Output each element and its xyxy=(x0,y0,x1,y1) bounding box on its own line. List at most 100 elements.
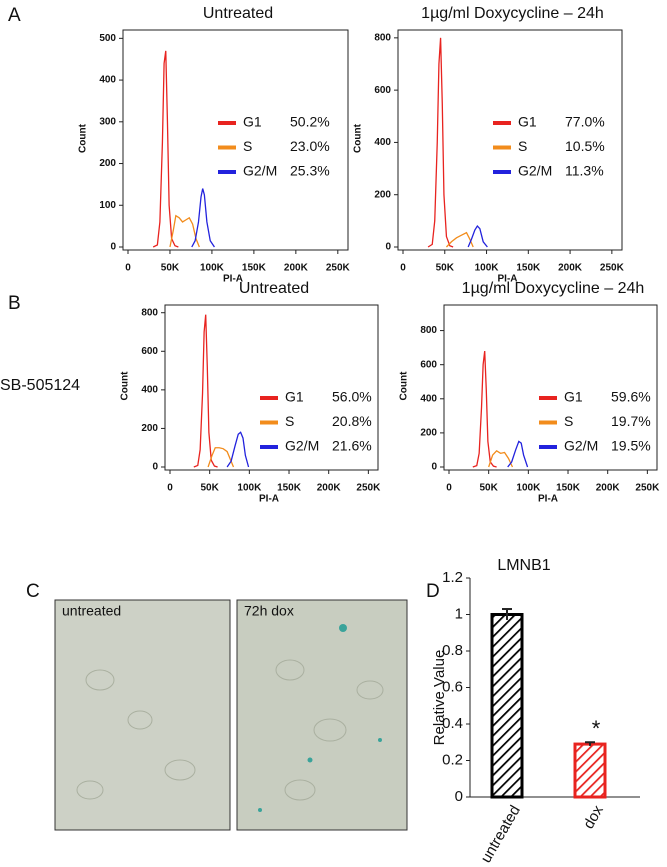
y-axis-label: Count xyxy=(78,123,89,153)
x-tick-label: 50K xyxy=(161,263,180,274)
y-tick-label: 400 xyxy=(374,137,391,148)
x-tick-label: 100K xyxy=(475,263,500,274)
chart-title: LMNB1 xyxy=(497,557,550,574)
panel-label: B xyxy=(8,293,21,314)
y-tick-label: 600 xyxy=(374,85,391,96)
y-axis-label: Count xyxy=(120,371,131,401)
legend-stat: 20.8% xyxy=(332,413,372,429)
x-tick-label: 0 xyxy=(446,483,452,494)
x-axis-label: PI-A xyxy=(538,494,558,505)
legend-label: G1 xyxy=(285,389,304,405)
legend-label: S xyxy=(243,138,252,154)
chart-title: 1µg/ml Doxycycline – 24h xyxy=(421,5,604,22)
x-tick-label: 150K xyxy=(277,483,302,494)
legend-stat: 11.3% xyxy=(565,163,604,179)
y-tick-label: 400 xyxy=(420,393,437,404)
plot-frame xyxy=(164,304,379,471)
legend-label: G1 xyxy=(243,114,262,130)
y-tick-label: 800 xyxy=(141,307,158,318)
x-tick-label: 150K xyxy=(242,263,267,274)
legend-label: S xyxy=(518,138,527,154)
x-axis-label: PI-A xyxy=(259,494,279,505)
legend-stat: 25.3% xyxy=(290,163,330,179)
panel-label: A xyxy=(8,5,21,26)
legend-label: G1 xyxy=(564,389,583,405)
plot-frame xyxy=(122,29,349,251)
histogram-curve xyxy=(169,214,200,248)
y-tick-label: 100 xyxy=(99,200,116,211)
y-tick-label: 600 xyxy=(141,346,158,357)
y-tick-label: 0 xyxy=(110,242,116,253)
x-axis-label: PI-A xyxy=(223,274,243,285)
legend-label: G1 xyxy=(518,114,537,130)
x-tick-label: 250K xyxy=(326,263,351,274)
y-tick-label: 800 xyxy=(420,325,437,336)
plot-frame xyxy=(397,29,623,251)
x-tick-label: 250K xyxy=(356,483,381,494)
micrograph xyxy=(236,599,408,831)
legend-stat: 23.0% xyxy=(290,138,330,154)
y-axis-label: Relative Value xyxy=(431,650,448,746)
x-tick-label: 100K xyxy=(237,483,262,494)
histogram-curve xyxy=(488,449,514,468)
bar xyxy=(490,613,524,799)
y-axis-label: Count xyxy=(399,371,410,401)
histogram-curve xyxy=(472,350,497,468)
panel-label: C xyxy=(26,581,40,602)
y-tick-label: 0.6 xyxy=(442,678,463,695)
y-tick-label: 0.4 xyxy=(442,715,463,732)
x-tick-label: 250K xyxy=(600,263,625,274)
x-tick-label: 200K xyxy=(558,263,583,274)
image-label: untreated xyxy=(62,603,121,619)
row-label: SB-505124 xyxy=(0,377,80,394)
legend-stat: 77.0% xyxy=(565,114,605,130)
y-tick-label: 200 xyxy=(99,158,116,169)
histogram-curve xyxy=(207,447,235,468)
x-tick-label: 200K xyxy=(317,483,342,494)
y-tick-label: 200 xyxy=(420,428,437,439)
histogram-curve xyxy=(191,188,215,248)
micrograph xyxy=(54,599,231,831)
x-tick-label: 150K xyxy=(516,263,541,274)
x-tick-label: 0 xyxy=(400,263,406,274)
x-tick-label: 0 xyxy=(125,263,131,274)
panel-label: D xyxy=(426,581,440,602)
x-tick-label: 50K xyxy=(436,263,455,274)
legend-stat: 21.6% xyxy=(332,438,372,454)
chart-title: Untreated xyxy=(203,5,273,22)
y-tick-label: 200 xyxy=(374,189,391,200)
y-tick-label: 1 xyxy=(455,605,463,622)
stained-cells xyxy=(258,624,382,812)
histogram-curve xyxy=(507,440,529,468)
y-tick-label: 0 xyxy=(152,462,158,473)
chart-title: Untreated xyxy=(239,280,309,297)
histogram-curve xyxy=(226,431,250,468)
legend-label: G2/M xyxy=(243,163,277,179)
y-tick-label: 0.8 xyxy=(442,642,463,659)
y-tick-label: 600 xyxy=(420,359,437,370)
y-tick-label: 0 xyxy=(431,462,437,473)
x-tick-label: 200K xyxy=(596,483,621,494)
y-tick-label: 500 xyxy=(99,33,116,44)
x-tick-label: 200K xyxy=(284,263,309,274)
x-tick-label: 150K xyxy=(556,483,581,494)
y-tick-label: 0 xyxy=(455,788,463,805)
y-tick-label: 0.2 xyxy=(442,751,463,768)
legend-stat: 19.5% xyxy=(611,438,651,454)
x-tick-label: 50K xyxy=(479,483,498,494)
legend-stat: 19.7% xyxy=(611,413,651,429)
legend-label: G2/M xyxy=(564,438,598,454)
x-tick-label: 0 xyxy=(167,483,173,494)
plot-frame xyxy=(443,304,658,471)
y-tick-label: 1.2 xyxy=(442,569,463,586)
image-label: 72h dox xyxy=(244,603,294,619)
y-tick-label: 0 xyxy=(385,242,391,253)
y-tick-label: 800 xyxy=(374,32,391,43)
x-tick-label: 250K xyxy=(635,483,660,494)
x-axis-label: PI-A xyxy=(498,274,518,285)
cells xyxy=(76,659,384,801)
histogram-curve xyxy=(445,231,474,248)
histogram-curve xyxy=(467,225,488,248)
legend-stat: 50.2% xyxy=(290,114,330,130)
